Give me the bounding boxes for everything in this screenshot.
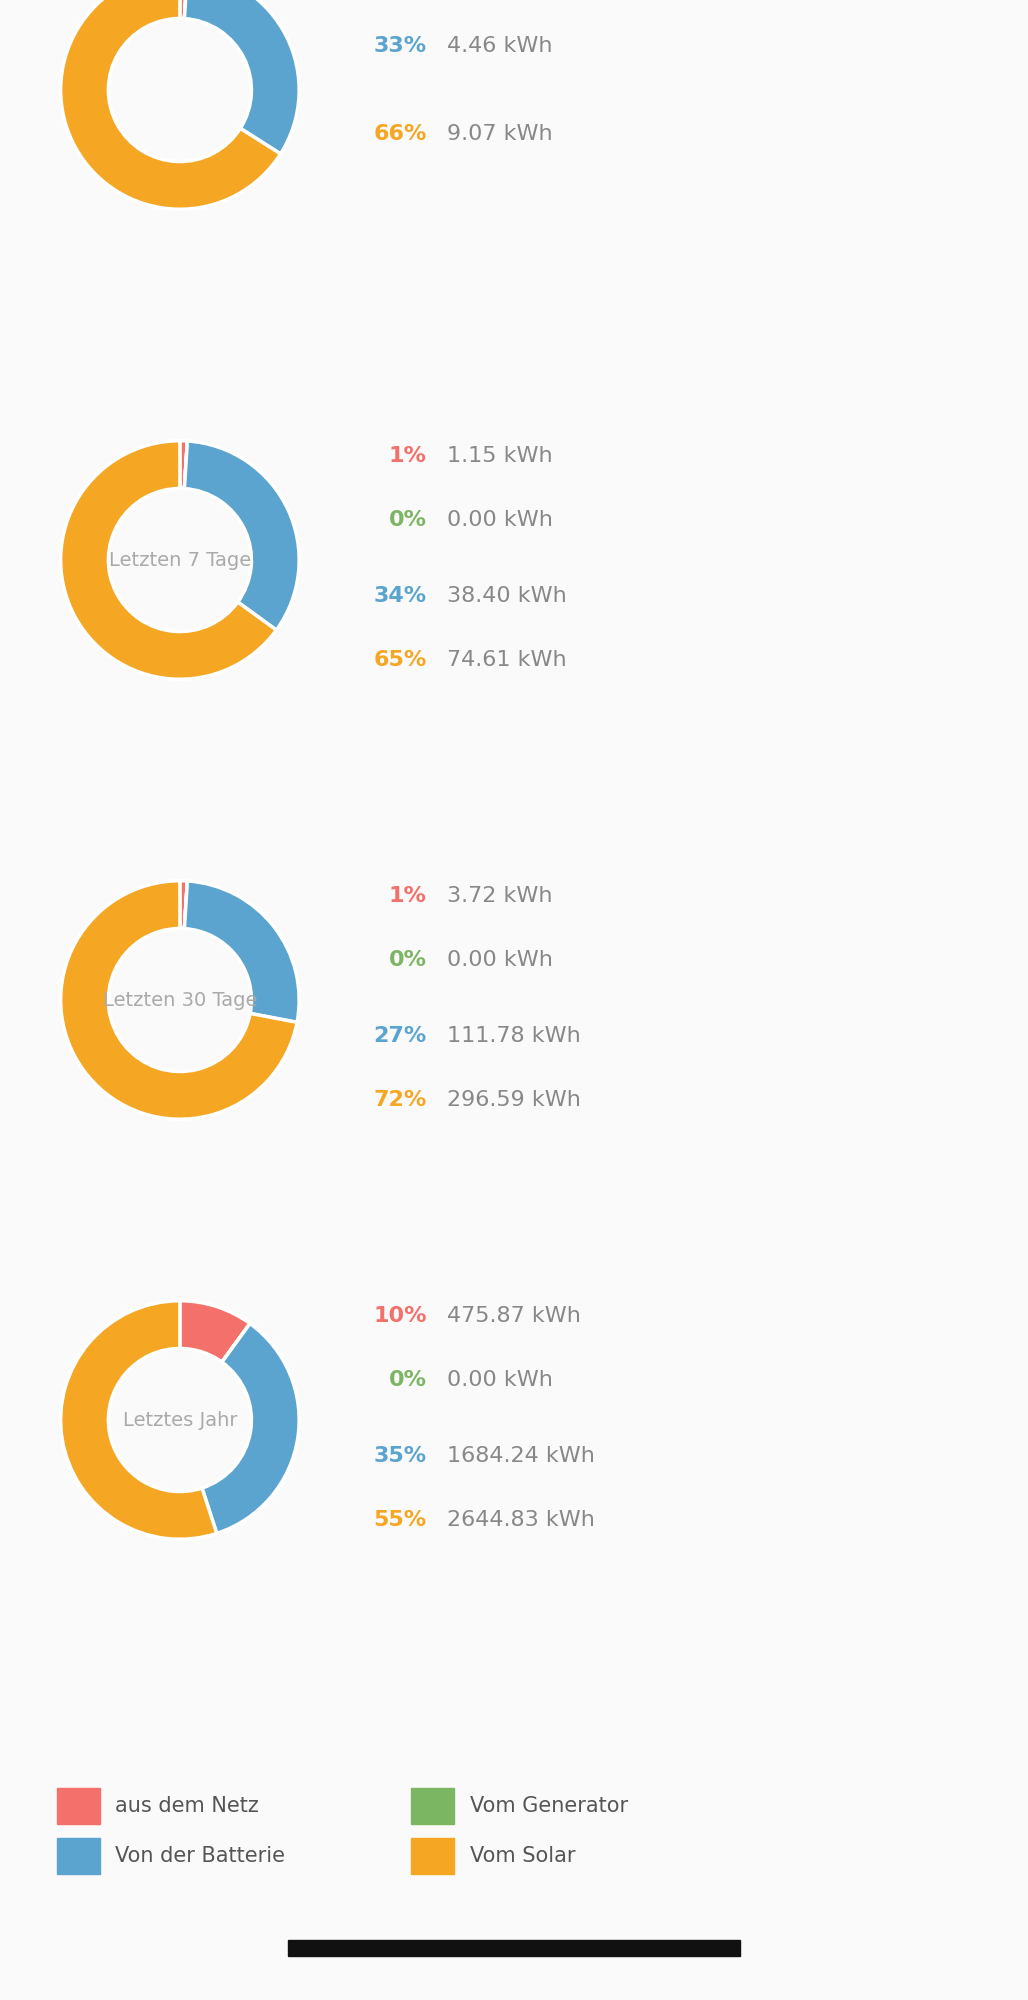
Text: 0.00 kWh: 0.00 kWh <box>447 1370 553 1390</box>
Text: 0.00 kWh: 0.00 kWh <box>447 510 553 530</box>
Text: 72%: 72% <box>373 1090 427 1110</box>
Text: 9.07 kWh: 9.07 kWh <box>447 124 553 144</box>
Text: 1%: 1% <box>389 446 427 466</box>
Wedge shape <box>184 880 187 928</box>
Text: 111.78 kWh: 111.78 kWh <box>447 1026 581 1046</box>
Text: 296.59 kWh: 296.59 kWh <box>447 1090 581 1110</box>
Wedge shape <box>180 880 187 928</box>
Text: 1.15 kWh: 1.15 kWh <box>447 446 553 466</box>
Wedge shape <box>184 440 299 630</box>
Text: 2644.83 kWh: 2644.83 kWh <box>447 1510 595 1530</box>
Wedge shape <box>180 0 187 18</box>
Text: 475.87 kWh: 475.87 kWh <box>447 1306 581 1326</box>
Text: 66%: 66% <box>373 124 427 144</box>
Text: 35%: 35% <box>373 1446 427 1466</box>
Text: 3.72 kWh: 3.72 kWh <box>447 886 553 906</box>
Text: 0%: 0% <box>389 1370 427 1390</box>
Text: 65%: 65% <box>373 650 427 670</box>
Wedge shape <box>61 1300 217 1540</box>
Wedge shape <box>184 0 299 154</box>
Text: 4.46 kWh: 4.46 kWh <box>447 36 553 56</box>
Text: 55%: 55% <box>373 1510 427 1530</box>
Wedge shape <box>184 880 299 1022</box>
Wedge shape <box>61 880 297 1120</box>
Text: 0%: 0% <box>389 950 427 970</box>
Text: 74.61 kWh: 74.61 kWh <box>447 650 566 670</box>
Text: 27%: 27% <box>373 1026 427 1046</box>
Wedge shape <box>61 440 277 680</box>
Text: 34%: 34% <box>373 586 427 606</box>
Wedge shape <box>61 0 281 210</box>
Text: Letzten 30 Tage: Letzten 30 Tage <box>103 990 257 1010</box>
Text: 38.40 kWh: 38.40 kWh <box>447 586 566 606</box>
Text: Von der Batterie: Von der Batterie <box>115 1846 285 1866</box>
Text: Letzten 7 Tage: Letzten 7 Tage <box>109 550 251 570</box>
Wedge shape <box>203 1324 299 1534</box>
Wedge shape <box>222 1324 250 1362</box>
Text: 10%: 10% <box>373 1306 427 1326</box>
Text: Letztes Jahr: Letztes Jahr <box>122 1410 237 1430</box>
Text: aus dem Netz: aus dem Netz <box>115 1796 259 1816</box>
Wedge shape <box>180 440 187 488</box>
Text: 33%: 33% <box>373 36 427 56</box>
Text: 1%: 1% <box>389 886 427 906</box>
Text: 0%: 0% <box>389 510 427 530</box>
Text: 0.00 kWh: 0.00 kWh <box>447 950 553 970</box>
Text: 1684.24 kWh: 1684.24 kWh <box>447 1446 595 1466</box>
Wedge shape <box>180 1300 250 1362</box>
Text: Vom Solar: Vom Solar <box>470 1846 576 1866</box>
Text: Vom Generator: Vom Generator <box>470 1796 628 1816</box>
Wedge shape <box>184 440 187 488</box>
Wedge shape <box>184 0 187 18</box>
